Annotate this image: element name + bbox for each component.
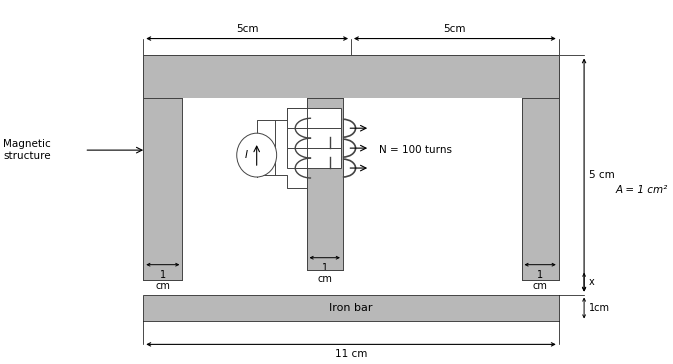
Text: 5cm: 5cm bbox=[236, 24, 258, 33]
Bar bbox=[182, 98, 307, 280]
Text: 5 cm: 5 cm bbox=[589, 170, 614, 180]
Bar bbox=[287, 148, 341, 168]
Bar bbox=[522, 98, 559, 280]
Circle shape bbox=[237, 133, 277, 177]
Text: I: I bbox=[244, 150, 247, 160]
Text: 5cm: 5cm bbox=[444, 24, 466, 33]
Text: N = 100 turns: N = 100 turns bbox=[379, 145, 452, 155]
Bar bbox=[143, 98, 182, 280]
Bar bbox=[307, 98, 343, 270]
Bar bbox=[143, 55, 559, 98]
Text: Magnetic
structure: Magnetic structure bbox=[3, 139, 51, 161]
Text: 1
cm: 1 cm bbox=[532, 270, 548, 291]
Bar bbox=[287, 128, 341, 148]
Text: A = 1 cm²: A = 1 cm² bbox=[616, 185, 668, 195]
Text: x: x bbox=[589, 277, 594, 287]
Text: 1cm: 1cm bbox=[589, 303, 610, 313]
Text: Iron bar: Iron bar bbox=[329, 303, 373, 313]
Bar bbox=[143, 294, 559, 321]
Text: 1
cm: 1 cm bbox=[155, 270, 170, 291]
Bar bbox=[287, 108, 341, 128]
Text: 1
cm: 1 cm bbox=[317, 263, 332, 284]
Bar bbox=[343, 98, 522, 280]
Text: 11 cm: 11 cm bbox=[335, 349, 367, 359]
